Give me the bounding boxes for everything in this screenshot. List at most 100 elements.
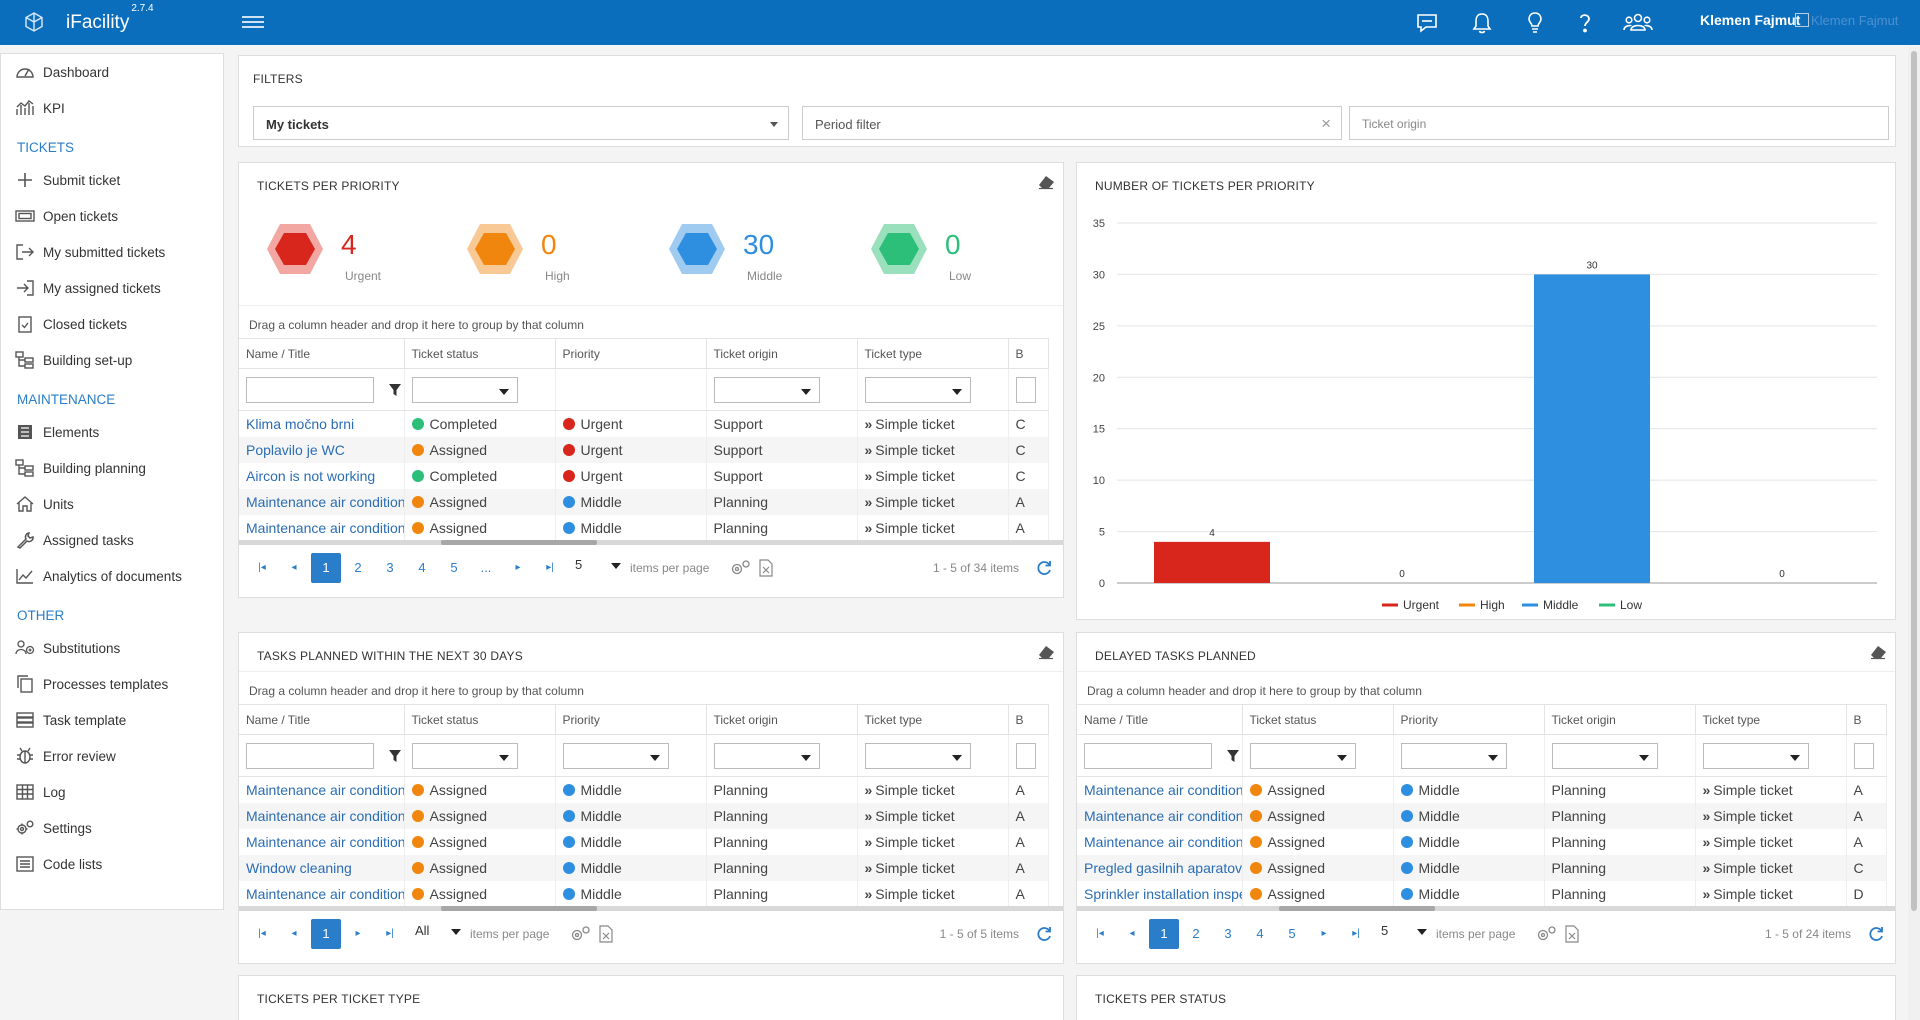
- column-header[interactable]: Name / Title: [1077, 704, 1243, 735]
- name-filter-input[interactable]: [246, 742, 374, 769]
- ticket-name-link[interactable]: Poplavilo je WC: [239, 436, 405, 463]
- filter-dropdown[interactable]: [864, 742, 971, 769]
- last-page-icon[interactable]: ▸|: [546, 562, 554, 573]
- table-row[interactable]: Poplavilo je WC Assigned Urgent Support» Sim…: [239, 436, 1049, 463]
- sidebar-item-task-template[interactable]: Task template: [15, 709, 126, 731]
- sidebar-item-elements[interactable]: Elements: [15, 421, 99, 443]
- table-row[interactable]: Maintenance air conditioners Assigned Midd…: [1077, 802, 1887, 829]
- table-row[interactable]: Maintenance air conditioners Assigned Midd…: [1077, 776, 1887, 803]
- column-settings-icon[interactable]: [730, 559, 752, 577]
- filter-dropdown[interactable]: [1853, 742, 1874, 769]
- sidebar-item-error-review[interactable]: Error review: [15, 745, 116, 767]
- page-number[interactable]: 3: [1224, 926, 1232, 941]
- column-header[interactable]: Ticket type: [857, 704, 1009, 735]
- sidebar-item-substitutions[interactable]: Substitutions: [15, 637, 120, 659]
- column-header[interactable]: Priority: [555, 338, 707, 369]
- page-number[interactable]: ...: [480, 560, 492, 575]
- page-number[interactable]: 3: [386, 560, 394, 575]
- sidebar-item-open-tickets[interactable]: Open tickets: [15, 205, 118, 227]
- prev-page-icon[interactable]: ◂: [1129, 928, 1135, 939]
- name-filter-input[interactable]: [246, 376, 374, 403]
- table-row[interactable]: Maintenance air conditioners Assigned Midd…: [239, 776, 1049, 803]
- column-header[interactable]: Ticket origin: [1544, 704, 1696, 735]
- bar-urgent[interactable]: [1154, 541, 1270, 583]
- sidebar-item-settings[interactable]: Settings: [15, 817, 92, 839]
- excel-export-icon[interactable]: [598, 925, 620, 943]
- eraser-icon[interactable]: [1869, 644, 1887, 660]
- column-header[interactable]: B: [1008, 704, 1049, 735]
- help-icon[interactable]: [1572, 11, 1598, 35]
- sidebar-item-kpi[interactable]: KPI: [15, 97, 65, 119]
- user-avatar[interactable]: Klemen Fajmut: [1795, 13, 1898, 28]
- filter-icon[interactable]: [1212, 746, 1240, 762]
- page-number[interactable]: 4: [418, 560, 426, 575]
- column-header[interactable]: Priority: [1393, 704, 1545, 735]
- column-header[interactable]: Ticket origin: [706, 338, 858, 369]
- table-row[interactable]: Sprinkler installation inspect... Assigne…: [1077, 880, 1887, 907]
- page-number[interactable]: 1: [311, 919, 341, 949]
- scrollbar-thumb[interactable]: [1279, 906, 1435, 911]
- legend-label[interactable]: Middle: [1543, 598, 1579, 612]
- first-page-icon[interactable]: |◂: [258, 562, 266, 573]
- ticket-name-link[interactable]: Aircon is not working: [239, 462, 405, 489]
- table-row[interactable]: Pregled gasilnih aparatov Assigned Middle P…: [1077, 854, 1887, 881]
- table-row[interactable]: Aircon is not working Completed Urgent Supp…: [239, 462, 1049, 489]
- table-row[interactable]: Window cleaning Assigned Middle Planning» Si…: [239, 854, 1049, 881]
- column-header[interactable]: B: [1846, 704, 1887, 735]
- hamburger-menu-icon[interactable]: [242, 13, 264, 33]
- filter-dropdown[interactable]: [864, 376, 971, 403]
- table-row[interactable]: Maintenance air conditioners Assigned Midd…: [239, 488, 1049, 515]
- ticket-name-link[interactable]: Maintenance air conditioners: [239, 776, 405, 803]
- page-number[interactable]: 1: [311, 553, 341, 583]
- column-header[interactable]: Name / Title: [239, 704, 405, 735]
- filter-dropdown[interactable]: [562, 742, 669, 769]
- refresh-icon[interactable]: [1867, 925, 1885, 943]
- table-row[interactable]: Klima močno brni Completed Urgent Support» S…: [239, 410, 1049, 437]
- first-page-icon[interactable]: |◂: [1096, 928, 1104, 939]
- column-header[interactable]: Priority: [555, 704, 707, 735]
- ticket-name-link[interactable]: Window cleaning: [239, 854, 405, 881]
- filter-dropdown[interactable]: [1015, 742, 1036, 769]
- table-row[interactable]: Maintenance air conditioners Assigned Midd…: [239, 828, 1049, 855]
- ticket-name-link[interactable]: Maintenance air conditioners: [239, 488, 405, 515]
- next-page-icon[interactable]: ▸: [355, 928, 361, 939]
- sidebar-item-building-set-up[interactable]: Building set-up: [15, 349, 132, 371]
- sidebar-item-log[interactable]: Log: [15, 781, 66, 803]
- ticket-origin-input[interactable]: Ticket origin: [1349, 106, 1889, 140]
- sidebar-item-assigned-tasks[interactable]: Assigned tasks: [15, 529, 134, 551]
- filter-dropdown[interactable]: [411, 376, 518, 403]
- page-size-select[interactable]: All: [415, 923, 463, 938]
- filter-dropdown[interactable]: [1702, 742, 1809, 769]
- eraser-icon[interactable]: [1037, 644, 1055, 660]
- page-number[interactable]: 2: [1192, 926, 1200, 941]
- page-size-select[interactable]: 5: [1381, 923, 1429, 938]
- eraser-icon[interactable]: [1037, 174, 1055, 190]
- filter-dropdown[interactable]: [713, 376, 820, 403]
- scrollbar-thumb[interactable]: [441, 540, 597, 545]
- next-page-icon[interactable]: ▸: [515, 562, 521, 573]
- column-header[interactable]: Ticket status: [404, 704, 556, 735]
- lightbulb-icon[interactable]: [1522, 11, 1548, 35]
- ticket-name-link[interactable]: Maintenance air conditioners: [239, 828, 405, 855]
- page-number[interactable]: 5: [450, 560, 458, 575]
- filter-icon[interactable]: [374, 746, 402, 762]
- filter-dropdown[interactable]: [1249, 742, 1356, 769]
- page-size-select[interactable]: 5: [575, 557, 623, 572]
- page-scrollbar[interactable]: [1908, 47, 1920, 1020]
- next-page-icon[interactable]: ▸: [1321, 928, 1327, 939]
- column-settings-icon[interactable]: [570, 925, 592, 943]
- name-filter-input[interactable]: [1084, 742, 1212, 769]
- ticket-name-link[interactable]: Klima močno brni: [239, 410, 405, 437]
- users-icon[interactable]: [1622, 11, 1654, 35]
- prev-page-icon[interactable]: ◂: [291, 928, 297, 939]
- page-number[interactable]: 5: [1288, 926, 1296, 941]
- ticket-name-link[interactable]: Maintenance air conditioners: [1077, 828, 1243, 855]
- column-header[interactable]: Name / Title: [239, 338, 405, 369]
- ticket-name-link[interactable]: Pregled gasilnih aparatov: [1077, 854, 1243, 881]
- column-header[interactable]: Ticket status: [1242, 704, 1394, 735]
- last-page-icon[interactable]: ▸|: [386, 928, 394, 939]
- ticket-name-link[interactable]: Maintenance air conditioners: [1077, 776, 1243, 803]
- refresh-icon[interactable]: [1035, 925, 1053, 943]
- my-tickets-select[interactable]: My tickets: [253, 106, 789, 140]
- first-page-icon[interactable]: |◂: [258, 928, 266, 939]
